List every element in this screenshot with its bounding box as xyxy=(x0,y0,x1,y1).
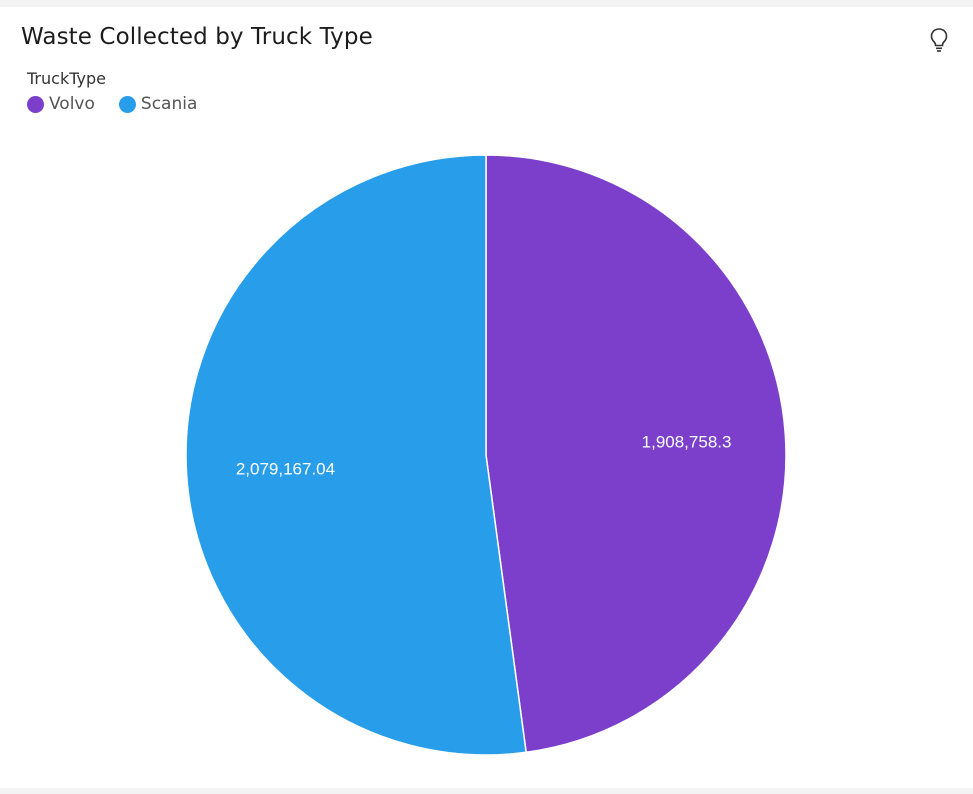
legend-swatch-scania xyxy=(118,95,136,113)
legend-item-scania[interactable]: Scania xyxy=(118,94,198,114)
pie-slice-volvo[interactable] xyxy=(485,154,787,754)
legend-item-volvo[interactable]: Volvo xyxy=(27,94,95,114)
legend-label-scania: Scania xyxy=(140,94,198,114)
lightbulb-icon xyxy=(930,28,948,52)
legend-swatch-volvo xyxy=(27,95,44,113)
insights-button[interactable] xyxy=(926,25,952,53)
legend-label-volvo: Volvo xyxy=(49,94,95,114)
pie-slice-scania[interactable] xyxy=(185,154,527,756)
data-label-scania: 2,079,167.04 xyxy=(236,459,335,478)
legend-title: TruckType xyxy=(27,69,106,88)
pie-chart: 1,908,758.3 2,079,167.04 xyxy=(185,154,787,756)
chart-title: Waste Collected by Truck Type xyxy=(21,24,373,50)
legend: TruckType Volvo Scania xyxy=(27,69,197,114)
data-label-volvo: 1,908,758.3 xyxy=(642,433,732,452)
visual-card: Waste Collected by Truck Type TruckType … xyxy=(0,7,973,788)
